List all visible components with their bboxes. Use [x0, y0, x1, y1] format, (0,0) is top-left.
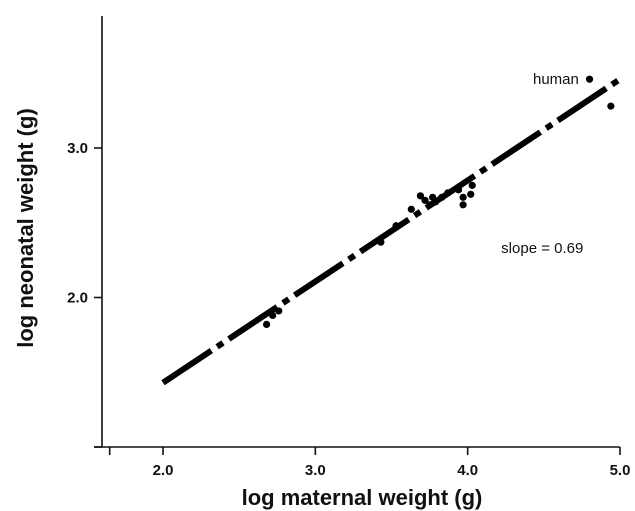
- x-tick-label: 4.0: [457, 462, 478, 479]
- data-point: [438, 193, 446, 201]
- data-point: [454, 186, 463, 194]
- y-ticks: 2.0 3.0: [67, 140, 102, 448]
- data-point: [421, 196, 429, 204]
- x-ticks: 2.0 3.0 4.0 5.0: [108, 447, 631, 479]
- data-point: [392, 222, 400, 230]
- y-tick-label: 2.0: [67, 290, 88, 307]
- y-axis-title: log neonatal weight (g): [13, 108, 38, 348]
- x-axis-title: log maternal weight (g): [242, 485, 483, 510]
- x-tick-label: 3.0: [305, 462, 326, 479]
- data-point: [607, 102, 615, 110]
- data-point: [275, 307, 283, 315]
- data-point: [432, 198, 440, 206]
- data-point: [585, 75, 594, 83]
- data-point: [269, 311, 277, 320]
- x-tick-label: 5.0: [610, 462, 631, 479]
- data-point: [377, 238, 385, 246]
- annotations: human slope = 0.69: [501, 71, 583, 257]
- data-points: [262, 75, 615, 329]
- x-tick-label: 2.0: [153, 462, 174, 479]
- data-point: [444, 189, 452, 197]
- data-point: [467, 190, 475, 198]
- data-point: [425, 201, 434, 209]
- data-point: [407, 205, 415, 213]
- annotation-label: slope = 0.69: [501, 240, 583, 257]
- data-point: [416, 192, 425, 200]
- axes: [94, 16, 620, 448]
- data-point: [459, 193, 467, 201]
- data-point: [262, 320, 271, 329]
- y-tick-label: 3.0: [67, 140, 88, 157]
- data-point: [459, 201, 467, 209]
- fit-line: [161, 76, 622, 386]
- annotation-label: human: [533, 71, 579, 88]
- fit-line-group: [161, 76, 622, 386]
- data-point: [468, 181, 476, 189]
